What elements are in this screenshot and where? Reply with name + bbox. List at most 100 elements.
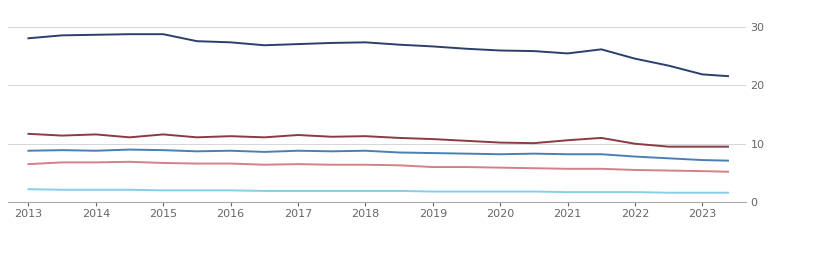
Totale suini [629, 57, 639, 60]
Suini da ingrasso [327, 135, 337, 138]
Scrofe riproduttrici [327, 189, 337, 192]
Scrofe riproduttrici [259, 189, 269, 192]
Totale suini [158, 33, 168, 36]
Scrofe riproduttrici [24, 188, 34, 191]
Suini da ingrasso [495, 141, 505, 144]
Scrofe riproduttrici [394, 189, 404, 192]
Scrofe riproduttrici [663, 191, 672, 194]
Scrofe riproduttrici [595, 191, 605, 194]
Suinetti [225, 149, 235, 152]
Scrofe riproduttrici [722, 191, 732, 194]
Suini giovani < 50 kg [91, 161, 101, 164]
Suini giovani < 50 kg [595, 167, 605, 170]
Scrofe riproduttrici [124, 188, 134, 191]
Scrofe riproduttrici [57, 188, 67, 191]
Suini da ingrasso [697, 145, 707, 148]
Suini da ingrasso [158, 133, 168, 136]
Suini giovani < 50 kg [158, 161, 168, 164]
Totale suini [192, 40, 201, 43]
Suini da ingrasso [629, 142, 639, 145]
Totale suini [124, 33, 134, 36]
Suini giovani < 50 kg [360, 163, 370, 166]
Suinetti [327, 150, 337, 153]
Suini giovani < 50 kg [327, 163, 337, 166]
Suinetti [259, 150, 269, 153]
Scrofe riproduttrici [158, 189, 168, 192]
Scrofe riproduttrici [562, 191, 572, 194]
Suinetti [697, 159, 707, 162]
Suini da ingrasso [91, 133, 101, 136]
Suini giovani < 50 kg [495, 166, 505, 169]
Suini da ingrasso [292, 133, 302, 136]
Scrofe riproduttrici [629, 191, 639, 194]
Suinetti [461, 152, 471, 155]
Suini giovani < 50 kg [292, 163, 302, 166]
Totale suini [461, 47, 471, 50]
Suini da ingrasso [528, 142, 538, 145]
Line: Suini giovani < 50 kg: Suini giovani < 50 kg [29, 162, 727, 172]
Line: Totale suini: Totale suini [29, 34, 727, 76]
Scrofe riproduttrici [428, 190, 437, 193]
Suinetti [57, 149, 67, 152]
Suini giovani < 50 kg [461, 166, 471, 169]
Scrofe riproduttrici [192, 189, 201, 192]
Totale suini [528, 49, 538, 53]
Suini giovani < 50 kg [663, 169, 672, 172]
Suini da ingrasso [722, 145, 732, 148]
Suinetti [24, 149, 34, 152]
Suini giovani < 50 kg [124, 160, 134, 163]
Suinetti [629, 155, 639, 158]
Totale suini [360, 41, 370, 44]
Suinetti [528, 152, 538, 155]
Suinetti [91, 149, 101, 152]
Suinetti [722, 159, 732, 162]
Suini giovani < 50 kg [394, 164, 404, 167]
Totale suini [394, 43, 404, 46]
Suini da ingrasso [192, 136, 201, 139]
Scrofe riproduttrici [495, 190, 505, 193]
Suinetti [428, 152, 437, 155]
Totale suini [697, 73, 707, 76]
Totale suini [595, 48, 605, 51]
Suinetti [562, 153, 572, 156]
Scrofe riproduttrici [528, 190, 538, 193]
Scrofe riproduttrici [360, 189, 370, 192]
Suini da ingrasso [394, 136, 404, 140]
Suini giovani < 50 kg [697, 170, 707, 173]
Suini da ingrasso [461, 139, 471, 142]
Suini da ingrasso [663, 145, 672, 148]
Totale suini [495, 49, 505, 52]
Suini da ingrasso [24, 132, 34, 135]
Suini da ingrasso [360, 135, 370, 138]
Totale suini [428, 45, 437, 48]
Suini da ingrasso [595, 136, 605, 140]
Suinetti [663, 157, 672, 160]
Totale suini [259, 44, 269, 47]
Suini da ingrasso [259, 136, 269, 139]
Suinetti [360, 149, 370, 152]
Suinetti [292, 149, 302, 152]
Totale suini [24, 37, 34, 40]
Suini da ingrasso [57, 134, 67, 137]
Suinetti [192, 150, 201, 153]
Suini da ingrasso [428, 138, 437, 141]
Line: Scrofe riproduttrici: Scrofe riproduttrici [29, 189, 727, 193]
Totale suini [57, 34, 67, 37]
Suinetti [595, 153, 605, 156]
Line: Suini da ingrasso: Suini da ingrasso [29, 134, 727, 147]
Totale suini [225, 41, 235, 44]
Suinetti [394, 151, 404, 154]
Totale suini [663, 64, 672, 67]
Suini giovani < 50 kg [722, 170, 732, 173]
Suini giovani < 50 kg [528, 167, 538, 170]
Suini giovani < 50 kg [629, 168, 639, 171]
Suini giovani < 50 kg [562, 167, 572, 170]
Suini giovani < 50 kg [192, 162, 201, 165]
Scrofe riproduttrici [697, 191, 707, 194]
Suini da ingrasso [124, 136, 134, 139]
Totale suini [722, 75, 732, 78]
Totale suini [562, 52, 572, 55]
Scrofe riproduttrici [292, 189, 302, 192]
Totale suini [327, 41, 337, 45]
Totale suini [91, 33, 101, 36]
